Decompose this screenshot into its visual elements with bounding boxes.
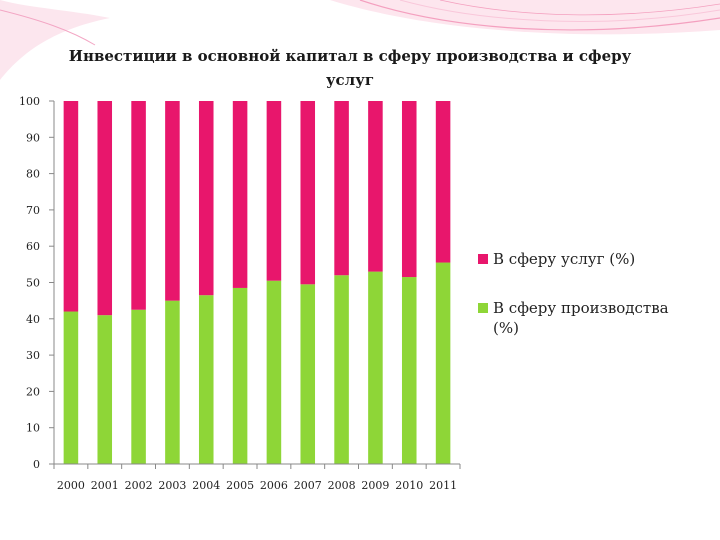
legend-label-production: В сферу производства (%) [493,299,669,337]
y-tick-label: 20 [26,385,40,398]
y-tick-label: 90 [26,131,40,144]
bar-production-2003 [165,300,180,464]
bar-production-2000 [63,311,79,464]
legend-item-services: В сферу услуг (%) [478,249,688,269]
x-tick-label: 2003 [158,479,186,492]
bar-production-2011 [435,262,451,464]
bar-services-2005 [232,101,248,288]
legend-item-production: В сферу производства (%) [478,298,688,338]
y-tick-label: 50 [26,277,40,290]
bar-production-2002 [131,309,146,464]
bar-services-2002 [131,101,146,310]
bar-production-2007 [300,284,316,464]
x-tick-label: 2004 [192,479,220,492]
bar-production-2005 [232,287,248,464]
x-tick-label: 2006 [260,479,288,492]
bar-services-2007 [300,101,316,285]
y-tick-label: 70 [26,204,40,217]
y-tick-label: 60 [26,240,40,253]
chart-title: Инвестиции в основной капитал в сферу пр… [68,47,632,89]
legend-swatch-services [478,254,488,264]
x-tick-label: 2010 [395,479,423,492]
x-tick-label: 2001 [91,479,119,492]
y-tick-label: 100 [19,95,40,108]
x-tick-label: 2000 [57,479,85,492]
y-tick-label: 30 [26,349,40,362]
bar-services-2000 [63,101,79,312]
bar-services-2003 [165,101,180,301]
bar-services-2004 [198,101,214,296]
y-tick-label: 40 [26,313,40,326]
y-tick-label: 80 [26,168,40,181]
bar-production-2010 [401,277,417,464]
bar-production-2009 [368,271,383,464]
bar-services-2001 [97,101,113,316]
bar-services-2006 [266,101,282,281]
legend-swatch-production [478,303,488,313]
y-tick-label: 10 [26,422,40,435]
x-tick-label: 2007 [294,479,322,492]
bar-services-2009 [368,101,383,272]
bar-services-2011 [435,101,451,263]
bar-services-2010 [401,101,417,278]
legend-label-services: В сферу услуг (%) [493,250,636,268]
x-tick-label: 2005 [226,479,254,492]
bar-production-2006 [266,280,282,464]
bar-production-2008 [334,275,349,464]
bar-services-2008 [334,101,349,276]
x-tick-label: 2009 [361,479,389,492]
y-tick-label: 0 [33,458,40,471]
x-tick-label: 2011 [429,479,457,492]
bar-production-2004 [198,295,214,464]
bar-production-2001 [97,315,113,464]
x-tick-label: 2008 [328,479,356,492]
x-tick-label: 2002 [125,479,153,492]
